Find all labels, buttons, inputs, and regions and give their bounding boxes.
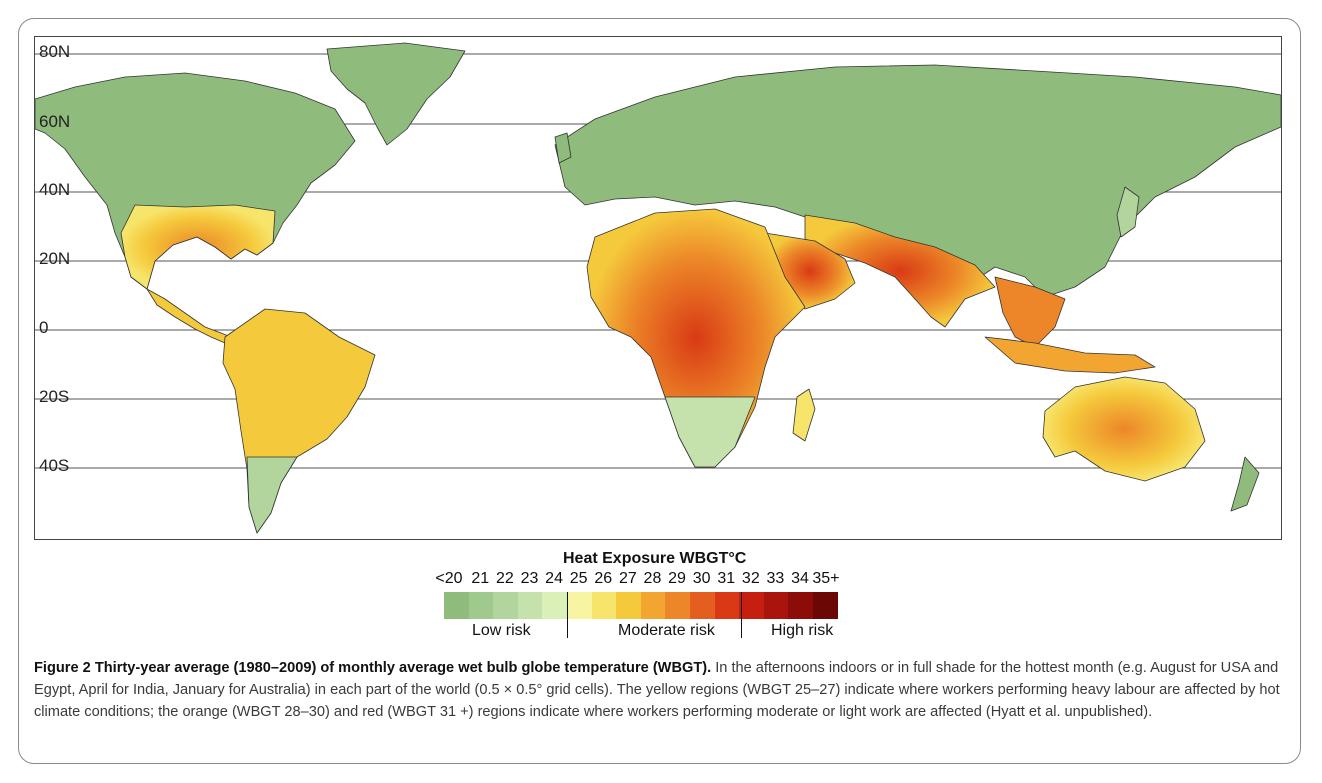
legend-tick-label: 26 — [594, 570, 613, 587]
legend-tick-label: 31 — [717, 570, 736, 587]
legend-swatch — [665, 592, 690, 619]
south-america — [222, 308, 376, 534]
legend-tick-label: 22 — [495, 570, 514, 587]
legend-divider-moderate-high — [741, 592, 742, 638]
south-america-south — [246, 456, 298, 534]
new-zealand — [1230, 456, 1260, 512]
world-heat-map: 80N 60N 40N 20N 0 20S 40S — [34, 36, 1282, 540]
legend-swatch — [788, 592, 813, 619]
lat-label-0: 0 — [39, 318, 49, 337]
legend-swatch — [566, 592, 592, 619]
legend-tick-label: 28 — [643, 570, 662, 587]
risk-label-high: High risk — [771, 622, 834, 639]
legend-swatch — [616, 592, 641, 619]
legend-tick-label: 34 — [791, 570, 809, 587]
lat-label-40s: 40S — [39, 456, 70, 475]
legend-tick-label: 25 — [569, 570, 588, 587]
risk-label-moderate: Moderate risk — [618, 622, 715, 639]
indonesia — [984, 336, 1156, 374]
central-america — [146, 288, 232, 344]
caption-body: In the afternoons indoors or in full sha… — [34, 660, 1280, 720]
legend-swatch — [542, 592, 567, 619]
legend-swatch — [591, 592, 617, 619]
legend-tick-label: 27 — [618, 570, 637, 587]
legend-swatch — [468, 592, 494, 619]
legend-tick-label: 24 — [545, 570, 563, 587]
uk — [554, 132, 572, 164]
south-asia-heat — [804, 214, 996, 328]
lat-label-60n: 60N — [39, 112, 71, 131]
legend-swatch — [812, 592, 838, 619]
legend-swatch — [640, 592, 666, 619]
figure-caption: Figure 2 Thirty-year average (1980–2009)… — [34, 657, 1284, 723]
caption-title: Figure 2 Thirty-year average (1980–2009)… — [34, 660, 712, 676]
australia — [1042, 376, 1206, 482]
legend-tick-label: 29 — [668, 570, 686, 587]
legend-color-bar — [444, 592, 838, 619]
legend-tick-label: 32 — [741, 570, 760, 587]
legend-swatch — [763, 592, 789, 619]
lat-label-20n: 20N — [39, 249, 71, 268]
greenland — [326, 42, 466, 146]
japan — [1116, 186, 1140, 238]
legend-title: Heat Exposure WBGT°C — [563, 550, 747, 567]
legend-divider-low-moderate — [567, 592, 568, 638]
legend-swatch — [714, 592, 740, 619]
usa-south-heat — [120, 204, 276, 290]
lat-label-40n: 40N — [39, 180, 71, 199]
legend-tick-label: <20 — [435, 570, 463, 587]
legend-tick-label: 35+ — [812, 570, 840, 587]
legend-swatch — [689, 592, 715, 619]
legend-tick-label: 23 — [520, 570, 539, 587]
lat-label-80n: 80N — [39, 42, 71, 61]
lat-label-20s: 20S — [39, 387, 70, 406]
legend-swatch — [517, 592, 543, 619]
legend-tick-label: 33 — [766, 570, 785, 587]
legend-swatch — [444, 592, 469, 619]
madagascar — [792, 388, 816, 442]
map-graphic — [35, 42, 1281, 534]
southern-africa — [664, 396, 756, 468]
legend-swatch — [739, 592, 764, 619]
legend-swatch — [493, 592, 518, 619]
risk-label-low: Low risk — [472, 622, 531, 639]
legend-tick-label: 21 — [471, 570, 490, 587]
southeast-asia — [994, 276, 1066, 348]
legend-tick-label: 30 — [692, 570, 711, 587]
legend-ticks: <20 21 22 23 24 25 26 27 28 29 30 31 32 33 34 35+ — [430, 570, 890, 588]
north-america — [35, 72, 356, 290]
